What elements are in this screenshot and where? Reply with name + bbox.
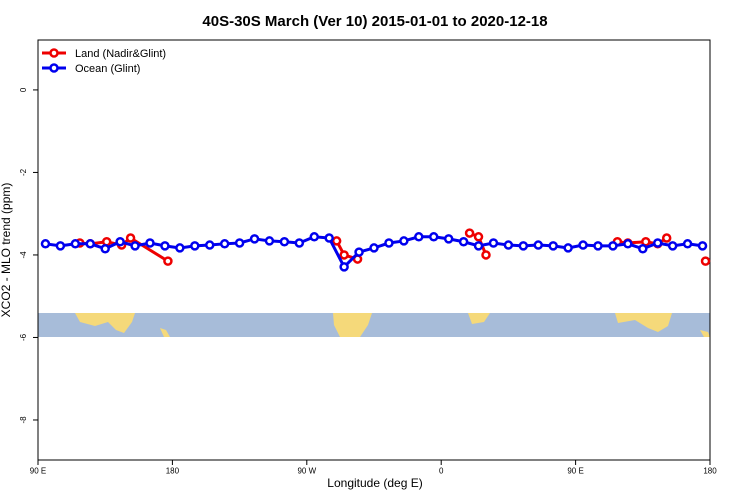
data-point	[661, 233, 672, 243]
data-point	[518, 241, 529, 251]
x-tick-label: 0	[439, 467, 444, 476]
x-tick-label: 90 E	[567, 467, 583, 476]
data-point	[324, 233, 334, 243]
y-tick-label: -2	[19, 168, 28, 176]
x-tick-label: 180	[166, 467, 180, 476]
data-point	[331, 236, 342, 246]
data-point	[697, 241, 708, 251]
legend-marker	[49, 48, 59, 58]
y-tick-label: -6	[19, 333, 28, 341]
data-point	[85, 239, 96, 249]
data-point	[414, 232, 424, 242]
x-tick-label: 90 W	[297, 467, 316, 476]
data-point	[428, 232, 439, 242]
data-point	[473, 241, 484, 251]
legend-marker	[49, 63, 59, 73]
data-point	[399, 236, 409, 246]
y-axis-label: XCO2 - MLO trend (ppm)	[0, 183, 13, 318]
data-point	[115, 236, 125, 247]
data-point	[638, 244, 648, 254]
data-point	[125, 233, 136, 243]
data-point	[488, 238, 499, 248]
data-point	[339, 262, 349, 272]
data-point	[160, 241, 170, 251]
y-tick-label: -8	[19, 416, 28, 424]
legend-label: Land (Nadir&Glint)	[75, 48, 166, 60]
data-point	[443, 234, 454, 244]
data-point	[309, 232, 320, 242]
data-point	[294, 238, 305, 248]
data-point	[464, 228, 475, 238]
data-point	[608, 241, 618, 251]
data-point	[145, 238, 155, 248]
plot-frame	[37, 39, 711, 461]
data-point	[175, 243, 185, 253]
data-point	[70, 239, 81, 249]
data-point	[652, 238, 663, 248]
chart-title: 40S-30S March (Ver 10) 2015-01-01 to 202…	[202, 13, 547, 30]
y-tick-label: 0	[19, 87, 28, 92]
data-point	[548, 241, 558, 251]
data-point	[249, 234, 260, 244]
data-point	[481, 250, 491, 260]
x-axis-label: Longitude (deg E)	[327, 476, 422, 490]
data-point	[533, 240, 544, 250]
data-point	[279, 236, 290, 247]
data-point	[163, 256, 173, 266]
data-point	[593, 241, 603, 251]
data-point	[55, 241, 66, 251]
data-point	[264, 236, 275, 246]
data-point	[563, 243, 573, 253]
data-point	[204, 240, 215, 250]
data-point	[458, 236, 469, 247]
data-point	[578, 240, 588, 250]
y-tick-label: -4	[19, 251, 28, 259]
data-point	[503, 240, 514, 250]
data-point	[623, 239, 633, 249]
data-point	[667, 241, 678, 251]
data-point	[219, 239, 230, 249]
data-point	[234, 238, 245, 248]
data-point	[700, 256, 711, 266]
data-point	[130, 241, 140, 251]
data-point	[384, 238, 394, 248]
map-strip	[38, 313, 710, 337]
data-point	[40, 239, 51, 249]
x-tick-label: 90 E	[30, 467, 46, 476]
data-point	[339, 250, 349, 260]
data-point	[369, 243, 379, 253]
data-point	[682, 239, 693, 249]
data-point	[100, 244, 110, 254]
data-point	[354, 247, 364, 257]
legend-label: Ocean (Glint)	[75, 63, 140, 75]
x-tick-label: 180	[703, 467, 717, 476]
data-point	[473, 232, 484, 242]
legend: Land (Nadir&Glint) Ocean (Glint)	[42, 48, 166, 75]
data-point	[190, 241, 200, 251]
